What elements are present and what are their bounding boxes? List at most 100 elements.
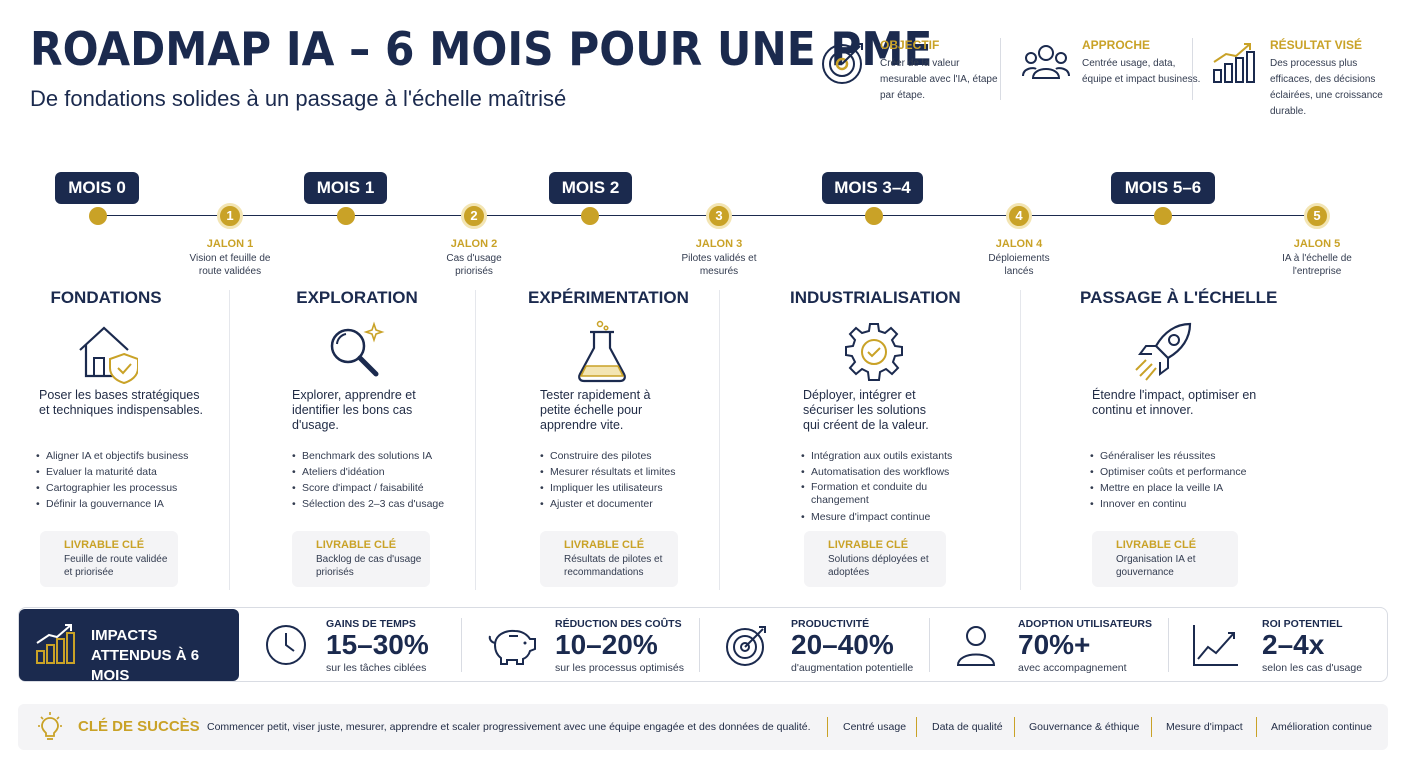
- phase-activities: Intégration aux outils existants Automat…: [801, 448, 981, 525]
- impact-desc: avec accompagnement: [1018, 662, 1127, 674]
- phase-fondations: FONDATIONS Poser les bases stratégiques …: [28, 288, 228, 598]
- activity-item: Définir la gouvernance IA: [36, 496, 226, 512]
- tag-impact: Mesure d'impact: [1166, 721, 1243, 733]
- tag-data-quality: Data de qualité: [932, 721, 1003, 733]
- impacts-title: IMPACTS ATTENDUS À 6 MOIS: [91, 627, 200, 684]
- flask-icon: [578, 320, 626, 383]
- impact-desc: selon les cas d'usage: [1262, 662, 1363, 674]
- impact-title: ADOPTION UTILISATEURS: [1018, 618, 1152, 630]
- deliverable-box: LIVRABLE CLÉ Feuille de route validée et…: [40, 531, 178, 587]
- phase-exploration: EXPLORATION Explorer, apprendre et ident…: [280, 288, 470, 598]
- phase-title: INDUSTRIALISATION: [790, 288, 961, 307]
- success-key-title: CLÉ DE SUCCÈS: [78, 718, 200, 735]
- approach-title: APPROCHE: [1082, 38, 1151, 52]
- milestone-marker-3: 3: [706, 203, 732, 229]
- deliverable-title: LIVRABLE CLÉ: [64, 539, 145, 551]
- growth-chart-icon: [36, 624, 75, 664]
- phase-title: EXPÉRIMENTATION: [528, 288, 689, 307]
- objective-card: OBJECTIF Créer de la valeur mesurable av…: [820, 34, 998, 114]
- deliverable-title: LIVRABLE CLÉ: [1116, 539, 1197, 551]
- target-icon: [726, 626, 766, 666]
- success-key-text: Commencer petit, viser juste, mesurer, a…: [207, 721, 811, 733]
- objective-text: Créer de la valeur mesurable avec l'IA, …: [880, 58, 998, 101]
- activity-item: Intégration aux outils existants: [801, 448, 981, 464]
- phase-passage-echelle: PASSAGE À L'ÉCHELLE Étendre l'impact, op…: [1080, 288, 1290, 598]
- deliverable-box: LIVRABLE CLÉ Organisation IA et gouverna…: [1092, 531, 1238, 587]
- phase-title: PASSAGE À L'ÉCHELLE: [1080, 288, 1278, 307]
- tag-divider: [1151, 717, 1152, 737]
- house-shield-icon: [79, 326, 138, 384]
- impact-title: RÉDUCTION DES COÛTS: [555, 618, 682, 630]
- header-divider: [1192, 38, 1193, 100]
- result-text: Des processus plus efficaces, des décisi…: [1270, 58, 1383, 117]
- milestone-label-1: JALON 1 Vision et feuille de route valid…: [175, 238, 285, 278]
- gear-check-icon: [845, 323, 903, 381]
- lightbulb-icon: [38, 712, 62, 740]
- phase-industrialisation: INDUSTRIALISATION Déployer, intégrer et …: [790, 288, 1010, 598]
- deliverable-text: Backlog de cas d'usage priorisés: [316, 554, 422, 578]
- impact-value: 15–30%: [326, 629, 429, 660]
- impact-costs: RÉDUCTION DES COÛTS 10–20% sur les proce…: [487, 617, 687, 677]
- impact-title: ROI POTENTIEL: [1262, 618, 1343, 630]
- milestone-desc: Pilotes validés et mesurés: [681, 253, 757, 277]
- milestone-desc: Déploiements lancés: [988, 253, 1050, 277]
- month-badge-1: MOIS 1: [304, 172, 387, 204]
- impact-title: GAINS DE TEMPS: [326, 618, 416, 630]
- activity-item: Mesurer résultats et limites: [540, 464, 715, 480]
- activity-item: Formation et conduite du changement: [801, 481, 951, 507]
- activity-item: Mesure d'impact continue: [801, 509, 981, 525]
- deliverable-text: Résultats de pilotes et recommandations: [564, 554, 663, 578]
- milestone-marker-2: 2: [461, 203, 487, 229]
- milestone-title: JALON 4: [995, 238, 1043, 250]
- approach-text: Centrée usage, data, équipe et impact bu…: [1082, 58, 1201, 85]
- milestone-label-4: JALON 4 Déploiements lancés: [964, 238, 1074, 278]
- impact-value: 20–40%: [791, 629, 894, 660]
- impact-value: 2–4x: [1262, 629, 1325, 660]
- phase-divider: [1020, 290, 1021, 590]
- activity-item: Evaluer la maturité data: [36, 464, 226, 480]
- tag-usage: Centré usage: [843, 721, 907, 733]
- page-title: ROADMAP IA – 6 MOIS POUR UNE PME: [30, 22, 933, 76]
- impact-divider: [1168, 618, 1169, 672]
- phase-activities: Benchmark des solutions IA Ateliers d'id…: [292, 448, 467, 512]
- month-badge-0: MOIS 0: [55, 172, 139, 204]
- milestone-title: JALON 5: [1293, 238, 1341, 250]
- activity-item: Ateliers d'idéation: [292, 464, 467, 480]
- phase-activities: Généraliser les réussites Optimiser coût…: [1090, 448, 1280, 512]
- timeline-dot: [337, 207, 355, 225]
- timeline-dot: [865, 207, 883, 225]
- deliverable-text: Solutions déployées et adoptées: [828, 554, 929, 578]
- deliverable-text: Feuille de route validée et priorisée: [64, 554, 168, 578]
- impact-time: GAINS DE TEMPS 15–30% sur les tâches cib…: [264, 617, 454, 677]
- clock-icon: [266, 625, 306, 665]
- phase-activities: Aligner IA et objectifs business Evaluer…: [36, 448, 226, 512]
- impact-productivity: PRODUCTIVITÉ 20–40% d'augmentation poten…: [725, 617, 925, 677]
- month-badge-5-6: MOIS 5–6: [1111, 172, 1215, 204]
- approach-card: APPROCHE Centrée usage, data, équipe et …: [1022, 34, 1200, 114]
- impact-desc: sur les processus optimisés: [555, 662, 684, 674]
- milestone-marker-1: 1: [217, 203, 243, 229]
- activity-item: Score d'impact / faisabilité: [292, 480, 467, 496]
- impact-value: 70%+: [1018, 629, 1091, 660]
- deliverable-title: LIVRABLE CLÉ: [316, 539, 397, 551]
- milestone-desc: IA à l'échelle de l'entreprise: [1282, 253, 1352, 277]
- activity-item: Optimiser coûts et performance: [1090, 464, 1280, 480]
- target-icon: [822, 43, 863, 84]
- tag-divider: [916, 717, 917, 737]
- trend-up-icon: [1193, 625, 1238, 666]
- deliverable-box: LIVRABLE CLÉ Résultats de pilotes et rec…: [540, 531, 678, 587]
- rocket-icon: [1135, 322, 1192, 381]
- milestone-title: JALON 1: [206, 238, 254, 250]
- phase-divider: [475, 290, 476, 590]
- phase-description: Étendre l'impact, optimiser en continu e…: [1092, 388, 1257, 417]
- magnifier-sparkle-icon: [330, 321, 385, 377]
- milestone-marker-5: 5: [1304, 203, 1330, 229]
- activity-item: Ajuster et documenter: [540, 496, 715, 512]
- deliverable-title: LIVRABLE CLÉ: [564, 539, 645, 551]
- milestone-desc: Cas d'usage priorisés: [446, 253, 502, 277]
- phase-title: FONDATIONS: [50, 288, 162, 307]
- impact-desc: sur les tâches ciblées: [326, 662, 427, 674]
- impact-value: 10–20%: [555, 629, 658, 660]
- phase-divider: [719, 290, 720, 590]
- impacts-header: IMPACTS ATTENDUS À 6 MOIS: [19, 609, 239, 684]
